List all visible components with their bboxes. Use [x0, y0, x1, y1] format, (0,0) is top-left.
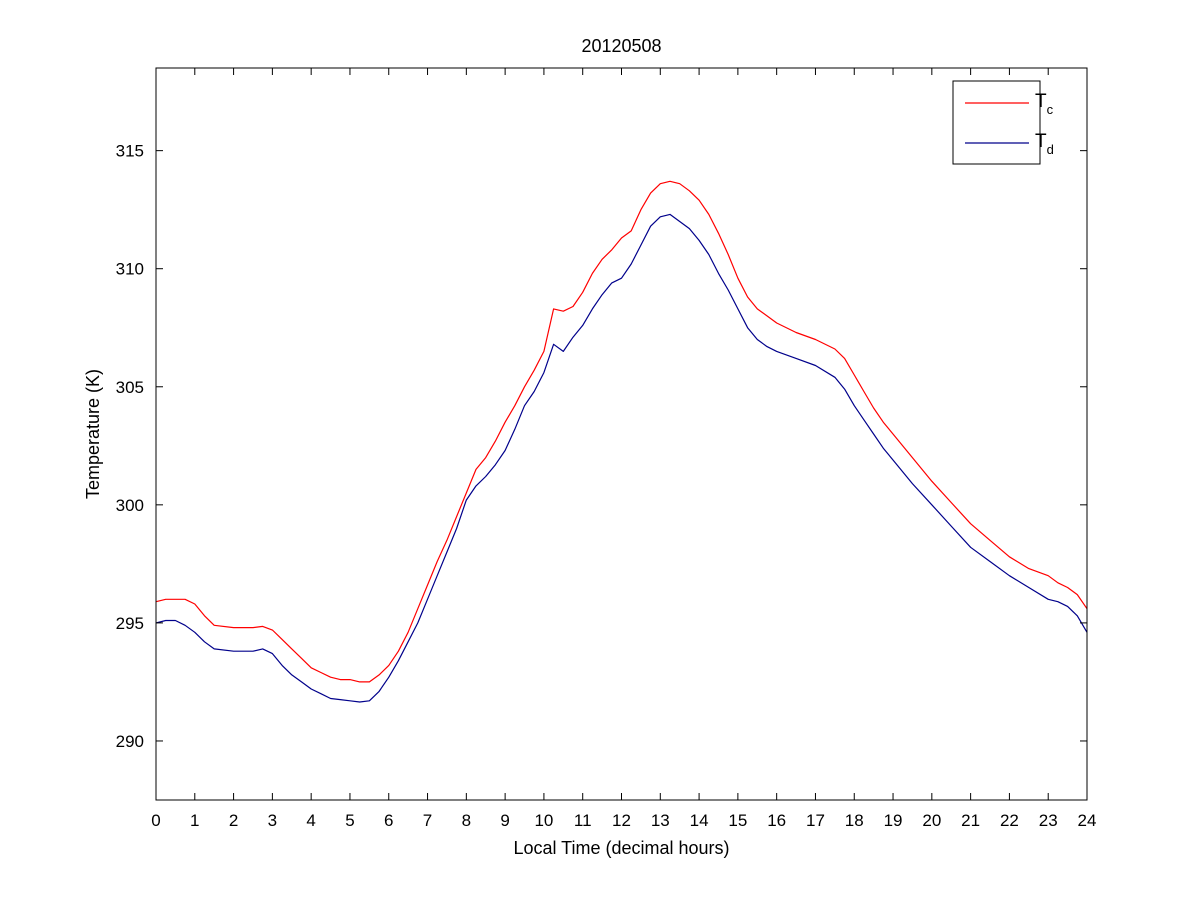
x-tick-label: 24	[1078, 811, 1097, 830]
plot-area	[156, 68, 1087, 800]
x-axis-label: Local Time (decimal hours)	[513, 838, 729, 858]
x-tick-label: 20	[922, 811, 941, 830]
y-tick-label: 295	[116, 614, 144, 633]
ticks-layer: 0 1 2 3 4 5 6 7 8 9 10 11 12 13 14 15 16 17 18 19 20 21 22 23 24…	[116, 68, 1097, 830]
x-tick-label: 17	[806, 811, 825, 830]
x-tick-label: 0	[151, 811, 160, 830]
legend-label-subscript: c	[1047, 102, 1054, 117]
y-tick-label: 290	[116, 732, 144, 751]
x-tick-label: 9	[500, 811, 509, 830]
legend-box	[952, 80, 1041, 165]
x-tick-label: 7	[423, 811, 432, 830]
x-tick-label: 11	[574, 811, 592, 830]
x-tick-label: 19	[884, 811, 903, 830]
y-tick-label: 300	[116, 496, 144, 515]
x-tick-label: 6	[384, 811, 393, 830]
series-line-0	[155, 180, 1088, 683]
x-tick-label: 1	[190, 811, 199, 830]
x-tick-label: 2	[229, 811, 238, 830]
x-tick-label: 5	[345, 811, 354, 830]
x-tick-label: 12	[612, 811, 631, 830]
x-tick-label: 4	[306, 811, 315, 830]
x-tick-label: 22	[1000, 811, 1019, 830]
x-tick-label: 21	[961, 811, 980, 830]
y-tick-label: 310	[116, 260, 144, 279]
series-layer	[155, 180, 1088, 703]
x-tick-label: 15	[728, 811, 747, 830]
y-tick-label: 305	[116, 378, 144, 397]
x-tick-label: 16	[767, 811, 786, 830]
x-tick-label: 23	[1039, 811, 1058, 830]
legend-label-subscript: d	[1047, 142, 1054, 157]
x-tick-label: 3	[268, 811, 277, 830]
x-tick-label: 14	[690, 811, 709, 830]
x-tick-label: 13	[651, 811, 670, 830]
chart-title: 20120508	[581, 36, 661, 56]
series-line-1	[155, 213, 1088, 703]
y-tick-label: 315	[116, 142, 144, 161]
x-tick-label: 18	[845, 811, 864, 830]
x-tick-label: 8	[462, 811, 471, 830]
x-tick-label: 10	[534, 811, 553, 830]
y-axis-label: Temperature (K)	[83, 369, 103, 499]
